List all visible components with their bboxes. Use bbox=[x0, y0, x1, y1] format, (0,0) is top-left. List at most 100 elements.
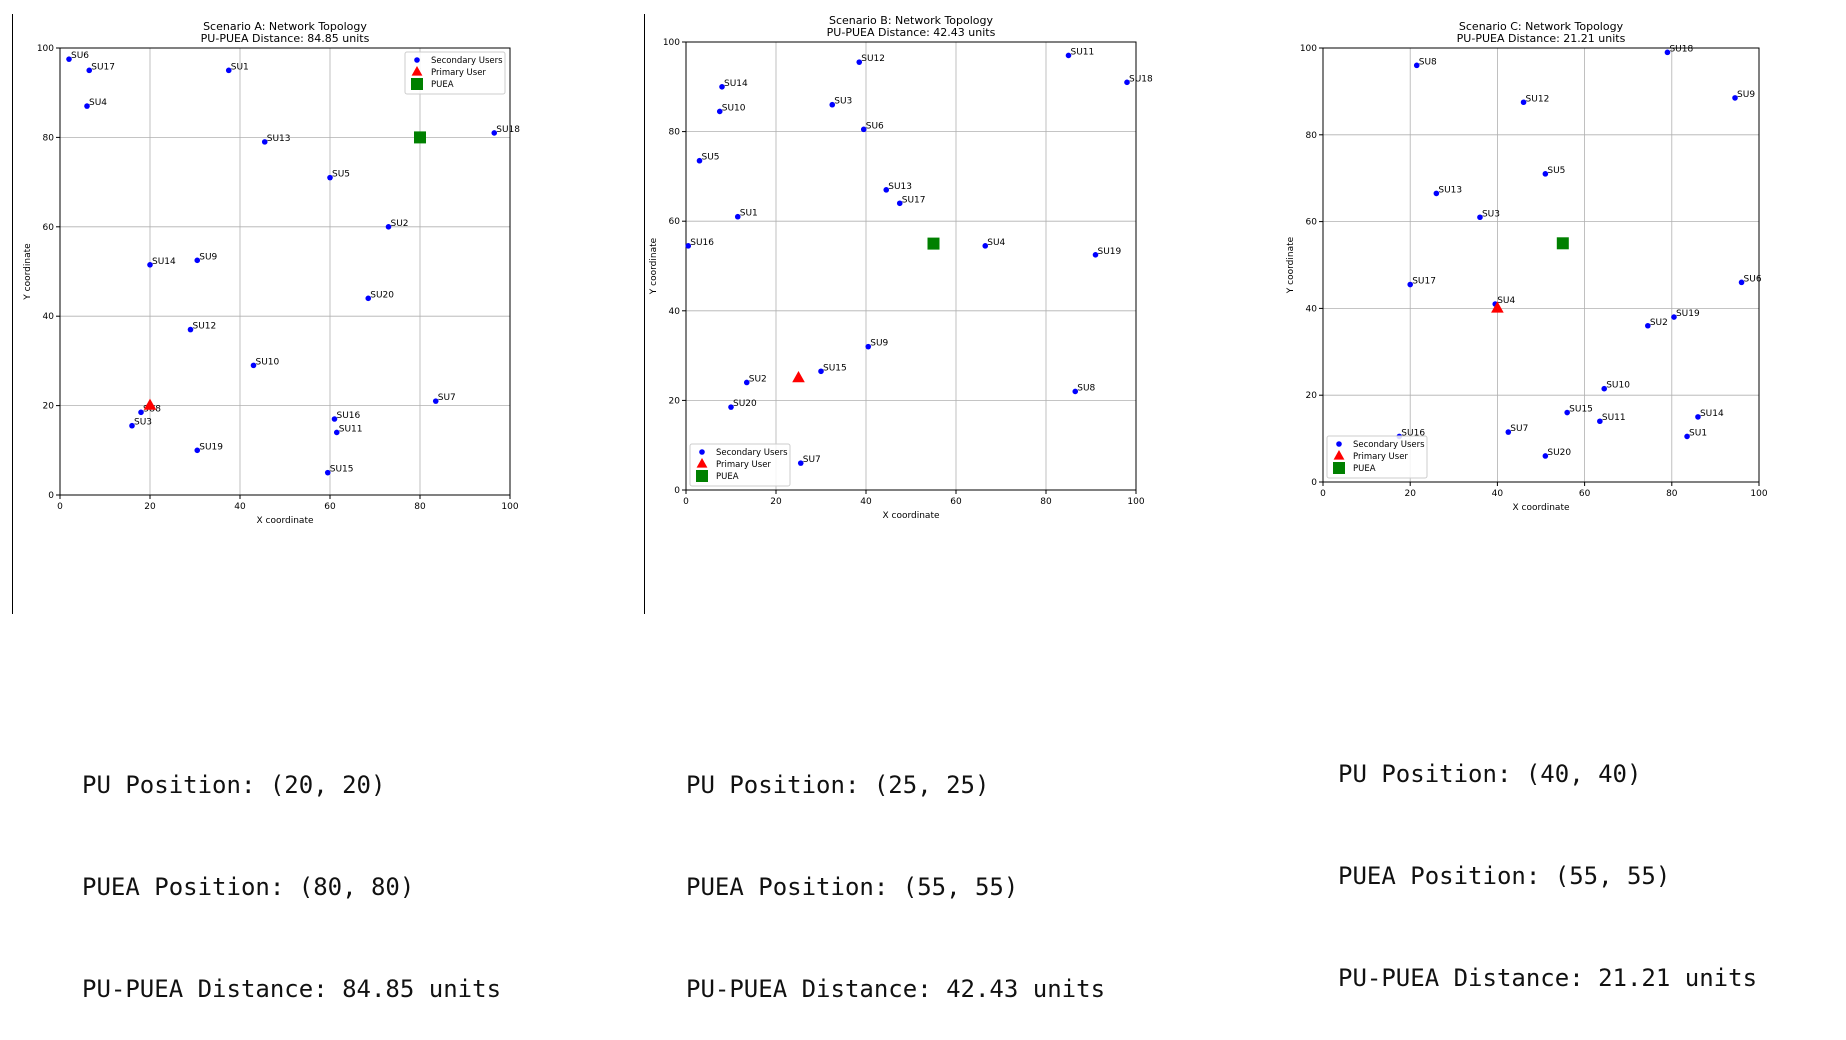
secondary-user-point bbox=[1542, 453, 1549, 459]
secondary-user-label: SU1 bbox=[231, 62, 249, 72]
secondary-user-label: SU7 bbox=[1510, 424, 1528, 434]
primary-user-marker bbox=[1491, 301, 1504, 313]
secondary-user-label: SU15 bbox=[330, 465, 354, 475]
secondary-user-point bbox=[1520, 99, 1527, 106]
primary-user-marker bbox=[792, 371, 805, 383]
legend: Secondary Users Primary User PUEA bbox=[689, 443, 791, 487]
y-tick-label: 100 bbox=[663, 38, 680, 48]
secondary-user-label: SU9 bbox=[870, 339, 888, 349]
legend: Secondary Users Primary User PUEA bbox=[404, 51, 506, 95]
secondary-user-label: SU12 bbox=[861, 54, 885, 64]
secondary-user-label: SU6 bbox=[866, 121, 884, 131]
secondary-user-point bbox=[1065, 52, 1072, 59]
secondary-user-label: SU7 bbox=[438, 393, 456, 403]
secondary-user-point bbox=[1505, 429, 1512, 435]
secondary-user-point bbox=[1413, 62, 1420, 69]
secondary-user-point bbox=[138, 409, 144, 416]
secondary-user-label: SU13 bbox=[1438, 185, 1462, 195]
secondary-user-label: SU16 bbox=[337, 411, 361, 421]
secondary-user-point bbox=[432, 398, 439, 404]
plot-frame bbox=[1322, 47, 1760, 483]
secondary-user-label: SU20 bbox=[1547, 448, 1571, 458]
secondary-user-label: SU2 bbox=[391, 219, 409, 229]
secondary-user-point bbox=[728, 404, 734, 410]
legend: Secondary Users Primary User PUEA bbox=[1326, 435, 1428, 479]
legend-label: Secondary Users bbox=[716, 448, 788, 458]
secondary-user-point bbox=[1072, 388, 1079, 395]
primary-user-marker bbox=[143, 398, 157, 410]
secondary-user-label: SU13 bbox=[888, 182, 912, 192]
y-tick-label: 80 bbox=[43, 133, 55, 143]
legend-puea-marker bbox=[696, 470, 708, 482]
secondary-user-point bbox=[365, 295, 372, 302]
secondary-user-point bbox=[129, 422, 135, 429]
secondary-user-label: SU4 bbox=[89, 98, 107, 108]
secondary-user-point bbox=[1407, 281, 1413, 288]
x-tick-label: 40 bbox=[234, 502, 246, 512]
secondary-user-point bbox=[324, 469, 331, 476]
secondary-user-point bbox=[66, 56, 72, 62]
x-axis-label: X coordinate bbox=[256, 516, 313, 526]
secondary-user-point bbox=[829, 101, 836, 108]
secondary-user-point bbox=[331, 416, 338, 422]
secondary-user-label: SU5 bbox=[332, 170, 350, 180]
secondary-user-label: SU11 bbox=[1602, 413, 1626, 423]
chart-subtitle: PU-PUEA Distance: 84.85 units bbox=[201, 32, 370, 45]
secondary-user-label: SU15 bbox=[1569, 405, 1593, 415]
y-tick-label: 20 bbox=[1306, 391, 1318, 401]
y-tick-label: 40 bbox=[43, 312, 55, 322]
secondary-user-label: SU10 bbox=[722, 103, 746, 113]
secondary-user-label: SU14 bbox=[152, 257, 176, 267]
secondary-user-label: SU11 bbox=[1071, 47, 1095, 57]
secondary-user-label: SU10 bbox=[1606, 381, 1630, 391]
y-tick-label: 100 bbox=[37, 44, 54, 54]
secondary-user-label: SU16 bbox=[690, 238, 714, 248]
y-tick-label: 0 bbox=[1311, 478, 1317, 488]
secondary-user-point bbox=[187, 326, 194, 333]
x-tick-label: 100 bbox=[501, 502, 518, 512]
legend-puea-marker bbox=[1333, 462, 1345, 474]
y-axis-label: Y coordinate bbox=[23, 243, 33, 301]
secondary-user-point bbox=[1732, 95, 1738, 101]
secondary-user-label: SU1 bbox=[740, 209, 758, 219]
chart-title: Scenario C: Network Topology bbox=[1459, 20, 1624, 33]
secondary-user-label: SU5 bbox=[1547, 166, 1565, 176]
secondary-user-label: SU11 bbox=[339, 424, 363, 434]
puea-position-text: PUEA Position: (55, 55) bbox=[1338, 862, 1671, 890]
y-tick-label: 60 bbox=[1306, 218, 1318, 228]
secondary-user-point bbox=[147, 261, 153, 268]
y-tick-label: 0 bbox=[674, 486, 680, 496]
x-tick-label: 40 bbox=[1492, 489, 1504, 499]
secondary-user-label: SU1 bbox=[1689, 428, 1707, 438]
legend-secondary-marker bbox=[1336, 441, 1342, 447]
secondary-user-point bbox=[333, 429, 340, 436]
y-tick-label: 40 bbox=[1306, 304, 1318, 314]
secondary-user-point bbox=[856, 59, 863, 65]
secondary-user-label: SU5 bbox=[702, 153, 720, 163]
secondary-user-point bbox=[1564, 409, 1570, 416]
secondary-user-label: SU10 bbox=[256, 357, 280, 367]
legend-box bbox=[404, 51, 506, 95]
x-tick-label: 100 bbox=[1750, 489, 1767, 499]
secondary-user-point bbox=[1124, 79, 1130, 86]
secondary-user-point bbox=[743, 379, 750, 386]
puea-position-text: PUEA Position: (55, 55) bbox=[686, 873, 1019, 901]
y-tick-label: 20 bbox=[669, 396, 681, 406]
x-tick-label: 100 bbox=[1127, 497, 1144, 507]
legend-label: Secondary Users bbox=[1353, 440, 1425, 450]
legend-label: PUEA bbox=[1353, 464, 1376, 474]
legend-primary-marker bbox=[411, 66, 423, 76]
secondary-user-label: SU13 bbox=[267, 134, 291, 144]
secondary-user-point bbox=[883, 187, 890, 193]
secondary-user-label: SU20 bbox=[370, 290, 394, 300]
secondary-user-point bbox=[491, 130, 498, 136]
chart-subtitle: PU-PUEA Distance: 42.43 units bbox=[827, 26, 996, 39]
secondary-user-label: SU12 bbox=[193, 322, 217, 332]
secondary-user-label: SU19 bbox=[1676, 309, 1700, 319]
chart-title: Scenario B: Network Topology bbox=[829, 14, 994, 27]
y-tick-label: 80 bbox=[669, 128, 681, 138]
legend-secondary-marker bbox=[699, 449, 705, 455]
legend-label: Primary User bbox=[431, 68, 486, 78]
